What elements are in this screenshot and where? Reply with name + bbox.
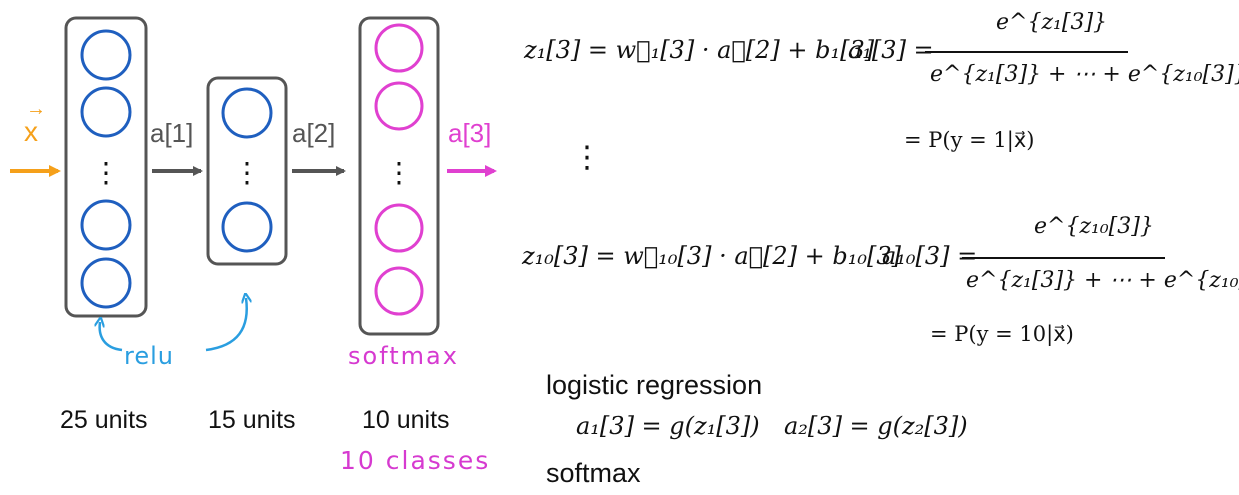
layer1-unit <box>82 88 130 136</box>
layer3-ellipsis: ⋮ <box>385 156 413 189</box>
layer1-units-label: 25 units <box>60 406 148 435</box>
arrow-label-a1: a[1] <box>150 118 193 149</box>
layer1-unit <box>82 259 130 307</box>
vertical-ellipsis: ⋮ <box>572 140 602 175</box>
layer2-units-label: 15 units <box>208 406 296 435</box>
layer2-unit <box>223 203 271 251</box>
a10-probability: = P(y = 10|x⃗) <box>930 322 1074 346</box>
input-x-label: → x <box>24 116 38 148</box>
layer1-ellipsis: ⋮ <box>92 156 120 189</box>
layer2-unit <box>223 89 271 137</box>
relu-pointer-curve-1 <box>100 322 122 350</box>
layer3-unit <box>376 268 422 314</box>
arrow-label-a2: a[2] <box>292 118 335 149</box>
a1-denominator: e^{z₁[3]} + ⋯ + e^{z₁₀[3]} <box>930 62 1239 87</box>
layer3-classes-note: 10 classes <box>340 446 490 475</box>
logistic-regression-heading: logistic regression <box>546 370 762 401</box>
layer3-unit <box>376 25 422 71</box>
layer3-units-label: 10 units <box>362 406 450 435</box>
a1-probability: = P(y = 1|x⃗) <box>904 128 1034 152</box>
z10-equation: z₁₀[3] = w⃗₁₀[3] · a⃗[2] + b₁₀[3] <box>522 242 901 270</box>
softmax-note: softmax <box>348 342 459 370</box>
a10-lhs: a₁₀[3] = <box>882 242 977 270</box>
layer3-unit <box>376 205 422 251</box>
layer1-unit <box>82 201 130 249</box>
a10-numerator: e^{z₁₀[3]} <box>1034 214 1154 239</box>
layer1-unit <box>82 31 130 79</box>
output-a3-label: a[3] <box>448 118 491 149</box>
a10-denominator: e^{z₁[3]} + ⋯ + e^{z₁₀[3]} <box>966 268 1239 293</box>
relu-note: relu <box>124 342 174 370</box>
relu-pointer-curve-2 <box>206 298 247 350</box>
logistic-a1-equation: a₁[3] = g(z₁[3]) <box>576 412 760 440</box>
logistic-a2-equation: a₂[3] = g(z₂[3]) <box>784 412 968 440</box>
layer2-ellipsis: ⋮ <box>233 156 261 189</box>
a1-lhs: a₁[3] = <box>848 36 934 64</box>
z1-equation: z₁[3] = w⃗₁[3] · a⃗[2] + b₁[3] <box>524 36 874 64</box>
layer3-unit <box>376 83 422 129</box>
a1-numerator: e^{z₁[3]} <box>996 10 1107 35</box>
softmax-heading: softmax <box>546 458 641 489</box>
